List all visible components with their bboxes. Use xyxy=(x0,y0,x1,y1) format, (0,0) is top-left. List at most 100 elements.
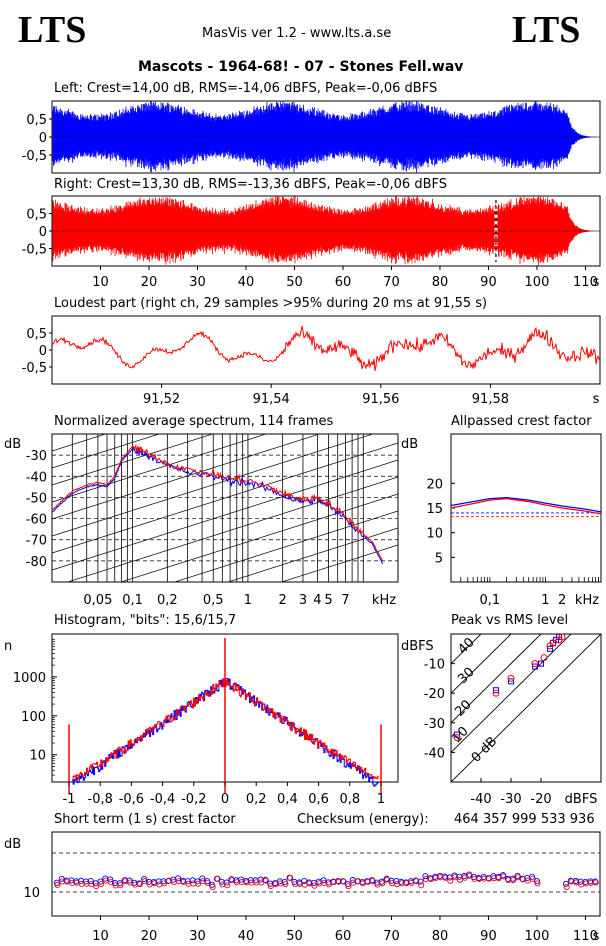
histogram-ytick: 100 xyxy=(21,710,46,725)
app-title: MasVis ver 1.2 - www.lts.a.se xyxy=(202,26,392,41)
peak-rms-title: Peak vs RMS level xyxy=(451,613,569,628)
short-term-point-left xyxy=(199,875,206,882)
peak-rms-xtick: -40 xyxy=(470,792,491,807)
short-term-point-left xyxy=(107,876,114,883)
spectrum-xtick: 0,1 xyxy=(122,593,143,608)
right-waveform-xtick: 20 xyxy=(141,275,158,290)
short-term-point-left xyxy=(320,877,327,884)
crest-ytick: 10 xyxy=(426,527,443,542)
right-waveform-xtick: 50 xyxy=(286,275,303,290)
spectrum-xtick: 7 xyxy=(341,593,349,608)
short-term-xtick: 40 xyxy=(238,929,255,944)
short-term-xtick: 10 xyxy=(92,929,109,944)
short-term-point-right xyxy=(384,876,391,883)
histogram-xtick: 0,4 xyxy=(277,792,298,807)
peak-rms-crest-label: 10 xyxy=(449,724,471,746)
histogram-xtick: 0,6 xyxy=(308,792,329,807)
peak-rms-point-left xyxy=(493,687,499,694)
right-waveform-xtick: 110 xyxy=(573,275,598,290)
peak-rms-xlabel: dBFS xyxy=(565,792,598,807)
short-term-point-right xyxy=(447,877,454,884)
short-term-point-right xyxy=(107,879,114,886)
short-term-point-right xyxy=(93,883,100,890)
spectrum-diagonal xyxy=(52,459,398,571)
right-waveform-title: Right: Crest=13,30 dB, RMS=-13,36 dBFS, … xyxy=(54,177,447,192)
short-term-point-right xyxy=(340,878,347,885)
left-waveform-signal xyxy=(52,101,600,173)
histogram-xtick: -1 xyxy=(63,792,76,807)
checksum-value: 464 357 999 533 936 xyxy=(454,812,595,827)
peak-rms-xtick: -30 xyxy=(500,792,521,807)
peak-rms-crest-line xyxy=(451,634,482,665)
spectrum-diagonal xyxy=(173,510,398,582)
spectrum-ytick: -60 xyxy=(26,513,47,528)
short-term-point-right xyxy=(379,880,386,887)
peak-rms-ytick: -30 xyxy=(424,717,445,732)
short-term-point-right xyxy=(369,878,376,885)
short-term-point-left xyxy=(262,876,269,883)
peak-rms-point-right xyxy=(531,660,539,668)
histogram-xtick: 0 xyxy=(221,792,229,807)
short-term-point-right xyxy=(563,883,570,890)
histogram-ylabel: n xyxy=(4,639,12,654)
file-title: Mascots - 1964-68! - 07 - Stones Fell.wa… xyxy=(138,59,464,75)
spectrum-title: Normalized average spectrum, 114 frames xyxy=(54,414,334,429)
spectrum-diagonal xyxy=(280,544,398,582)
spectrum-ylabel: dB xyxy=(4,437,21,452)
peak-rms-point-right xyxy=(453,734,461,742)
crest-ylabel: dB xyxy=(401,437,418,452)
short-term-point-right xyxy=(287,874,294,881)
short-term-point-right xyxy=(224,882,231,889)
loudest-part-ytick: -0,5 xyxy=(22,361,47,376)
spectrum-ytick: -50 xyxy=(26,491,47,506)
spectrum-diagonal xyxy=(52,434,214,486)
spectrum-series-left xyxy=(51,446,384,565)
crest-xtick: 0,1 xyxy=(480,593,501,608)
peak-rms-point-right xyxy=(549,639,557,647)
short-term-point-right xyxy=(127,879,134,886)
right-waveform-xtick: 80 xyxy=(432,275,449,290)
spectrum-xtick: 1 xyxy=(244,593,252,608)
short-term-point-right xyxy=(442,874,449,881)
loudest-part-xtick: 91,58 xyxy=(472,392,509,407)
peak-rms-ytick: -10 xyxy=(424,658,445,673)
peak-rms-frame xyxy=(450,633,602,783)
short-term-point-right xyxy=(452,874,459,881)
right-waveform-ytick: 0,5 xyxy=(26,208,47,223)
loudest-part-xunit: s xyxy=(593,392,600,407)
histogram-ytick: 1000 xyxy=(13,671,46,686)
spectrum-ytick: -80 xyxy=(26,555,47,570)
short-term-point-left xyxy=(136,880,143,887)
short-term-point-right xyxy=(345,883,352,890)
spectrum-xunit: kHz xyxy=(372,593,396,608)
left-waveform-title: Left: Crest=14,00 dB, RMS=-14,06 dBFS, P… xyxy=(54,81,438,96)
short-term-point-left xyxy=(223,879,230,886)
histogram-xtick: 0,2 xyxy=(246,792,267,807)
crest-ytick: 20 xyxy=(426,477,443,492)
loudest-part-xtick: 91,54 xyxy=(253,392,290,407)
logo-right: LTS xyxy=(512,9,581,51)
right-waveform-xtick: 10 xyxy=(92,275,109,290)
left-waveform-ytick: 0 xyxy=(39,131,47,146)
histogram-xtick: 1 xyxy=(377,792,385,807)
short-term-point-right xyxy=(355,878,362,885)
spectrum-xtick: 0,5 xyxy=(203,593,224,608)
spectrum-xtick: 0,05 xyxy=(83,593,112,608)
right-waveform-ytick: -0,5 xyxy=(22,243,47,258)
short-term-point-right xyxy=(466,872,473,879)
short-term-xtick: 60 xyxy=(335,929,352,944)
spectrum-diagonal xyxy=(52,307,398,417)
loudest-part-ytick: 0 xyxy=(39,344,47,359)
right-waveform-xtick: 70 xyxy=(383,275,400,290)
short-term-point-left xyxy=(417,878,424,885)
short-term-point-right xyxy=(214,875,221,882)
short-term-ytick: 10 xyxy=(23,886,40,901)
spectrum-series-right xyxy=(51,443,384,562)
peak-rms-ylabel: dBFS xyxy=(401,639,434,654)
spectrum-diagonal xyxy=(52,434,321,520)
short-term-point-right xyxy=(592,879,599,886)
peak-rms-crest-line xyxy=(451,634,572,754)
short-term-point-right xyxy=(117,882,124,889)
crest-series-left xyxy=(450,496,602,513)
short-term-point-right xyxy=(413,878,420,885)
